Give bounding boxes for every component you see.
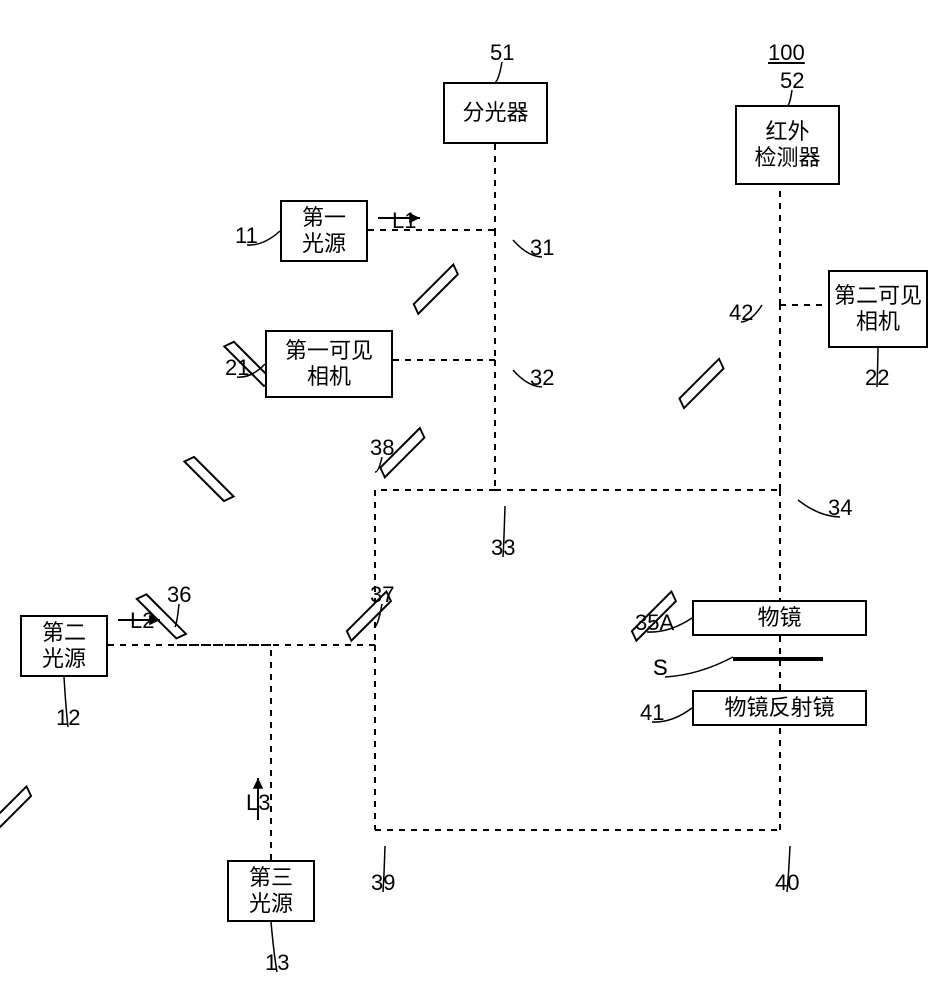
ref-label-40: 40 [775,870,799,896]
ref-label-37: 37 [370,582,394,608]
ref-label-31: 31 [530,235,554,261]
objective-box: 物镜 [692,600,867,636]
ref-label-35A: 35A [635,610,674,636]
first_visible_camera-box: 第一可见 相机 [265,330,393,398]
beam-label-L2: L2 [130,608,154,634]
ref-label-42: 42 [729,300,753,326]
ref-label-100: 100 [768,40,805,66]
ref-label-38: 38 [370,435,394,461]
ir_detector-box: 红外 检测器 [735,105,840,185]
second_light_source-box: 第二 光源 [20,615,108,677]
objective_mirror-box: 物镜反射镜 [692,690,867,726]
ref-label-34: 34 [828,495,852,521]
second_visible_camera-box: 第二可见 相机 [828,270,928,348]
ref-label-32: 32 [530,365,554,391]
ref-label-12: 12 [56,705,80,731]
ref-label-11: 11 [235,223,258,249]
sample-line [733,657,823,661]
ref-label-52: 52 [780,68,804,94]
ref-label-51: 51 [490,40,514,66]
first_light_source-box: 第一 光源 [280,200,368,262]
beam-label-L3: L3 [246,790,270,816]
ref-label-39: 39 [371,870,395,896]
ref-label-S: S [653,655,668,681]
ref-label-22: 22 [865,365,889,391]
beam-label-L1: L1 [392,208,416,234]
optical-diagram: 分光器 红外 检测器第一 光源第一可见 相机 第二可见 相机物镜物镜反射镜 第二 光源… [0,0,934,1000]
spectrometer-box: 分光器 [443,82,548,144]
ref-label-36: 36 [167,582,191,608]
ref-label-13: 13 [265,950,289,976]
ref-label-33: 33 [491,535,515,561]
ref-label-41: 41 [640,700,664,726]
third_light_source-box: 第三 光源 [227,860,315,922]
ref-label-21: 21 [225,355,249,381]
